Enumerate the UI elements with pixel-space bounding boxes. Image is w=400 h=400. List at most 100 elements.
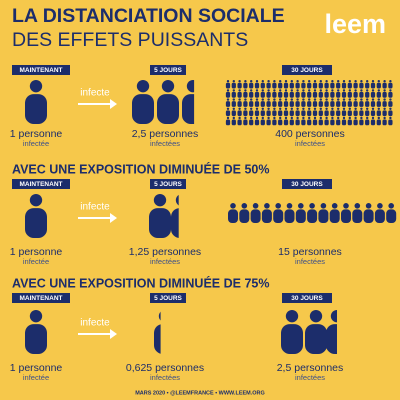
person-head [250,107,253,110]
person-head [267,80,270,83]
person-head [337,107,340,110]
person-body [359,119,364,126]
stage-count: 400 personnes [275,128,344,140]
person-icon [250,203,261,223]
person-icon [284,203,295,223]
person-icon [324,107,329,117]
person-head [360,116,363,120]
person-head [238,98,241,101]
person-body [318,82,323,89]
person-body [336,91,341,98]
person-icon [353,98,358,107]
person-icon [272,98,277,107]
person-head [308,98,311,101]
person-body [132,94,154,124]
person-icon [283,89,289,98]
person-icon [336,98,341,107]
stage-count: 1,25 personnes [129,246,201,258]
person-body [312,82,318,89]
person-body [260,91,265,98]
person-icon [388,98,393,107]
person-head [226,116,230,120]
person-head [273,116,276,120]
person-body [388,82,393,89]
person-body [272,101,277,107]
person-body [278,119,283,126]
person-body [370,119,376,126]
person-head [354,80,357,83]
person-body [347,91,352,98]
person-icon [307,80,312,89]
person-body [307,209,318,223]
person-body [278,101,283,107]
person-icon [382,116,387,126]
person-icon [341,116,347,126]
person-head [29,310,43,323]
person-body [225,119,231,126]
person-icon [289,98,294,107]
verb: infecte [80,202,110,213]
person-body [260,119,265,126]
person-icon [353,80,358,89]
person-body [284,209,295,223]
person-icon [237,107,242,117]
person-body [365,110,370,117]
person-head [377,116,380,120]
person-body [307,101,312,107]
person-body [330,91,335,98]
person-head [296,89,299,92]
person-icon [171,194,179,238]
person-icon [324,98,329,107]
person-body [341,119,347,126]
person-body [266,119,271,126]
person-head [366,80,369,83]
person-body [231,101,236,107]
person-body [254,91,260,98]
person-head [232,89,235,92]
person-icon [182,80,195,124]
person-head [161,80,175,93]
person-icon [376,89,381,98]
person-head [226,80,230,83]
person-icon [376,116,381,126]
person-icon [347,107,352,117]
person-icon [228,203,238,223]
person-icon [237,116,242,126]
person-body [278,91,283,98]
person-body [283,82,289,89]
stage-label: MAINTENANT [20,181,63,188]
person-body [301,82,306,89]
person-head [337,80,340,83]
person-body [347,82,352,89]
person-body [330,82,335,89]
stage-count: 1 personne [10,128,63,140]
person-icon [353,89,358,98]
person-head [238,116,241,120]
person-icon [370,107,376,117]
person-icon [374,203,385,223]
arrow-head [110,213,117,223]
person-icon [341,107,347,117]
person-icon [231,80,236,89]
person-head [238,107,241,110]
person-head [244,116,247,120]
person-icon [237,80,242,89]
person-body [295,110,300,117]
person-icon [359,98,364,107]
person-icon [260,107,265,117]
person-icon [359,116,364,126]
person-body [382,119,387,126]
person-head [244,80,247,83]
person-head [325,89,328,92]
person-body [228,209,238,223]
person-icon [370,116,376,126]
person-body [243,110,248,117]
person-icon [278,107,283,117]
person-icon [376,80,381,89]
person-body [359,110,364,117]
person-icon [330,80,335,89]
person-icon [330,107,335,117]
person-icon [254,116,260,126]
person-icon [312,80,318,89]
person-head [302,80,305,83]
